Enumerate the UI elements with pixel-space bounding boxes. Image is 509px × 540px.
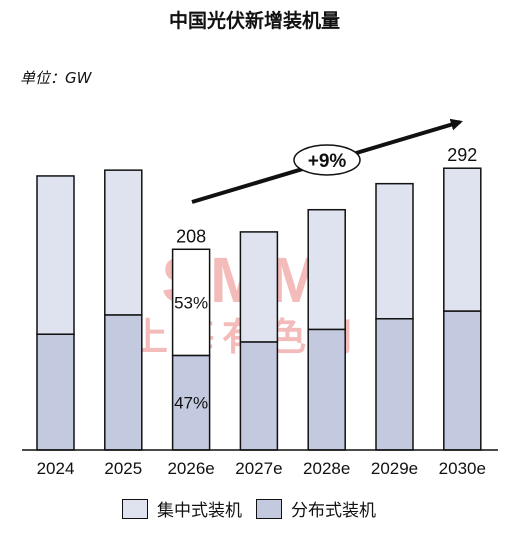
legend: 集中式装机 分布式装机 [122, 496, 390, 521]
legend-swatch-centralized [122, 498, 148, 519]
data-label-share: 53% [174, 293, 208, 312]
bars-group [36, 167, 482, 451]
chart-title: 中国光伏新增装机量 [168, 10, 340, 32]
bar-centralized-2027e [239, 231, 279, 343]
bar-centralized-2029e [375, 182, 414, 320]
bar-centralized-2030e [443, 167, 482, 312]
bar-centralized-2024 [36, 175, 75, 335]
bar-distributed-2028e [307, 328, 346, 451]
x-tick-label: 2026e [167, 459, 214, 478]
x-tick-labels: 2024 2025 2026e 2027e 2028e 2029e 2030e [37, 459, 486, 478]
labels-group: 208 292 53% 47% [174, 145, 477, 412]
x-tick-label: 2025 [104, 459, 142, 478]
trend-label: +9% [308, 151, 347, 172]
legend-label-centralized: 集中式装机 [157, 501, 242, 521]
legend-item-centralized: 集中式装机 [122, 496, 242, 521]
bar-centralized-2026e [171, 248, 211, 357]
bar-distributed-2029e [375, 318, 414, 451]
x-tick-label: 2029e [371, 459, 418, 478]
legend-label-distributed: 分布式装机 [291, 501, 376, 521]
bar-centralized-2028e [307, 208, 346, 331]
data-label-share: 47% [174, 394, 208, 413]
bar-distributed-2024 [36, 333, 75, 451]
x-tick-label: 2024 [37, 459, 75, 478]
legend-item-distributed: 分布式装机 [256, 496, 376, 521]
bar-distributed-2030e [443, 310, 482, 451]
bar-distributed-2025 [104, 314, 143, 451]
trend-badge: +9% [293, 144, 361, 176]
legend-swatch-distributed [256, 498, 282, 519]
data-label-total: 208 [176, 226, 206, 246]
bar-distributed-2027e [239, 341, 279, 451]
bar-centralized-2025 [104, 169, 143, 316]
x-tick-label: 2028e [303, 459, 350, 478]
x-tick-label: 2027e [235, 459, 282, 478]
data-label-total: 292 [447, 145, 477, 165]
unit-label: 单位：GW [20, 69, 92, 87]
x-tick-label: 2030e [439, 459, 486, 478]
